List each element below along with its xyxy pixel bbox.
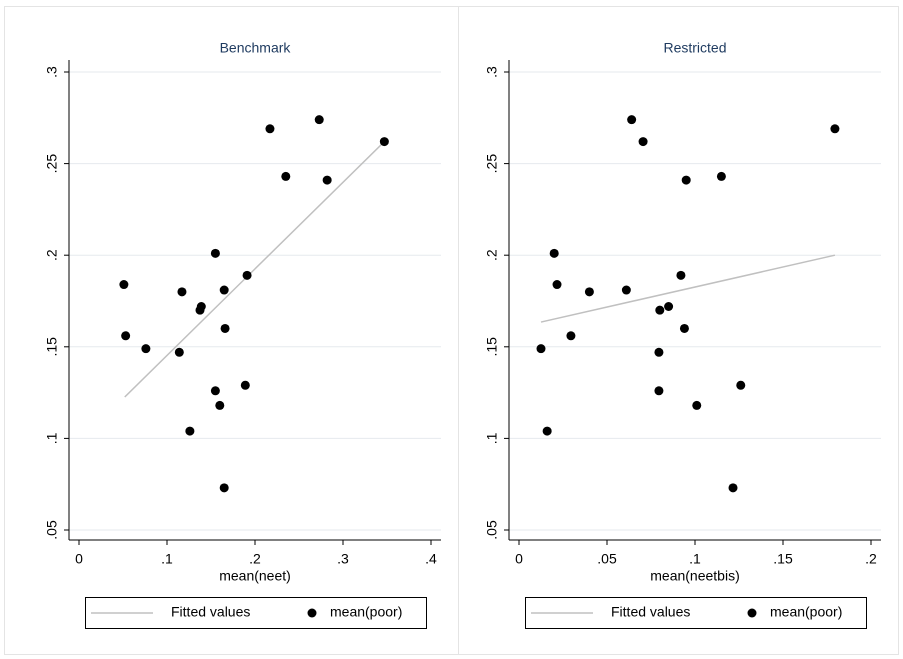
point bbox=[240, 380, 250, 390]
y-tick-label: .2 bbox=[484, 249, 500, 261]
point bbox=[549, 248, 559, 258]
x-axis-label: mean(neetbis) bbox=[650, 568, 740, 584]
y-tick-label: .15 bbox=[484, 337, 500, 357]
point bbox=[536, 344, 546, 354]
point bbox=[542, 426, 552, 436]
point bbox=[654, 386, 664, 396]
fitted-line bbox=[540, 254, 836, 323]
x-tick-label: .4 bbox=[425, 551, 437, 567]
point bbox=[314, 115, 324, 125]
frame bbox=[4, 6, 899, 655]
y-tick-label: .1 bbox=[44, 432, 60, 444]
y-tick-label: .1 bbox=[484, 432, 500, 444]
point bbox=[119, 280, 129, 290]
x-tick-label: .2 bbox=[249, 551, 261, 567]
point bbox=[552, 280, 562, 290]
legend-label: mean(poor) bbox=[330, 604, 402, 620]
point bbox=[830, 124, 840, 134]
x-tick-label: .1 bbox=[689, 551, 701, 567]
point bbox=[210, 248, 220, 258]
point bbox=[627, 115, 637, 125]
point bbox=[219, 285, 229, 295]
point bbox=[379, 137, 389, 147]
x-tick-label: .2 bbox=[865, 551, 877, 567]
y-tick-label: .05 bbox=[484, 520, 500, 540]
y-tick-label: .2 bbox=[44, 249, 60, 261]
point bbox=[185, 426, 195, 436]
panel-title: Benchmark bbox=[220, 40, 292, 56]
point bbox=[716, 171, 726, 181]
point bbox=[195, 305, 205, 315]
point bbox=[215, 400, 225, 410]
x-tick-label: 0 bbox=[515, 551, 523, 567]
fitted-line bbox=[124, 141, 385, 398]
point bbox=[664, 301, 674, 311]
y-tick-label: .05 bbox=[44, 520, 60, 540]
legend-label: mean(poor) bbox=[770, 604, 842, 620]
point bbox=[681, 175, 691, 185]
legend-label: Fitted values bbox=[611, 604, 690, 620]
legend-swatch bbox=[747, 608, 757, 618]
legend-label: Fitted values bbox=[171, 604, 250, 620]
point bbox=[728, 483, 738, 493]
y-tick-label: .25 bbox=[484, 154, 500, 174]
point bbox=[566, 331, 576, 341]
legend-swatch bbox=[307, 608, 317, 618]
x-tick-label: 0 bbox=[75, 551, 83, 567]
point bbox=[584, 287, 594, 297]
y-tick-label: .25 bbox=[44, 154, 60, 174]
y-tick-label: .15 bbox=[44, 337, 60, 357]
point bbox=[638, 137, 648, 147]
y-tick-label: .3 bbox=[44, 66, 60, 78]
point bbox=[322, 175, 332, 185]
point bbox=[141, 344, 151, 354]
point bbox=[676, 270, 686, 280]
point bbox=[736, 380, 746, 390]
point bbox=[265, 124, 275, 134]
x-tick-label: .3 bbox=[337, 551, 349, 567]
point bbox=[174, 347, 184, 357]
x-axis-label: mean(neet) bbox=[219, 568, 291, 584]
point bbox=[281, 171, 291, 181]
point bbox=[242, 270, 252, 280]
point bbox=[220, 323, 230, 333]
point bbox=[621, 285, 631, 295]
x-tick-label: .1 bbox=[161, 551, 173, 567]
point bbox=[655, 305, 665, 315]
y-tick-label: .3 bbox=[484, 66, 500, 78]
x-tick-label: .05 bbox=[597, 551, 617, 567]
point bbox=[177, 287, 187, 297]
point bbox=[679, 323, 689, 333]
point bbox=[219, 483, 229, 493]
x-tick-label: .15 bbox=[773, 551, 793, 567]
point bbox=[210, 386, 220, 396]
panel-title: Restricted bbox=[663, 40, 726, 56]
point bbox=[654, 347, 664, 357]
point bbox=[121, 331, 131, 341]
point bbox=[692, 400, 702, 410]
